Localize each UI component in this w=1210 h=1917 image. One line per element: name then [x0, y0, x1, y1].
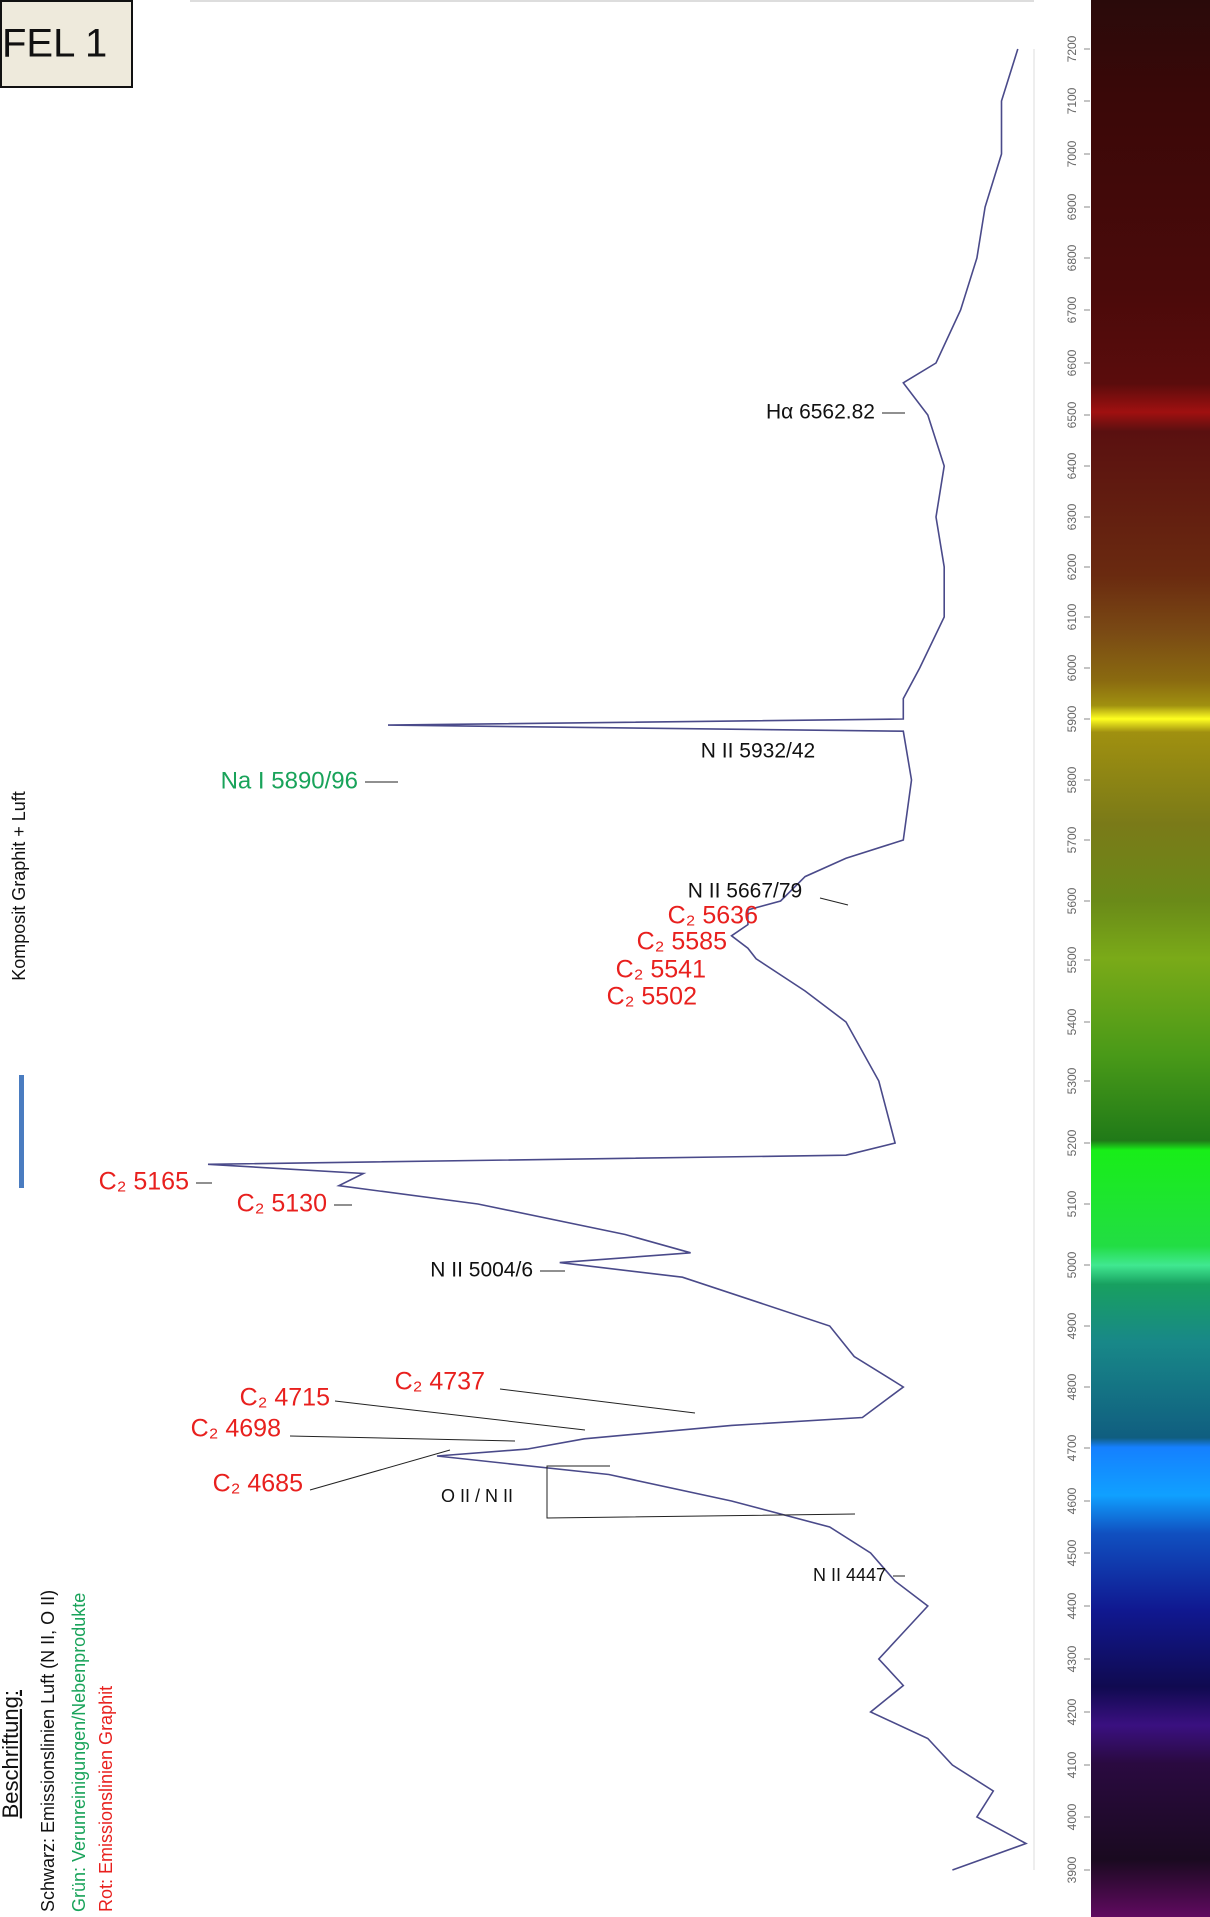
- marker-bar: [19, 1075, 24, 1188]
- tick-label: 4600: [1065, 1487, 1079, 1514]
- legend-note: Schwarz: Emissionslinien Luft (N II, O I…: [38, 1590, 58, 1912]
- tick-label: 3900: [1065, 1856, 1079, 1883]
- tick-label: 5800: [1065, 766, 1079, 793]
- annotation: C₂ 5636: [668, 902, 758, 930]
- tick-label: 6500: [1065, 401, 1079, 428]
- tick-label: 6200: [1065, 553, 1079, 580]
- tick-label: 5700: [1065, 826, 1079, 853]
- tick-label: 4000: [1065, 1803, 1079, 1830]
- legend-note: Grün: Verunreinigungen/Nebenprodukte: [69, 1593, 89, 1912]
- annotation: C₂ 5165: [99, 1168, 189, 1196]
- page: FEL 1 Komposit Graphit + Luft Beschriftu…: [0, 0, 1210, 1917]
- annotation: O II / N II: [441, 1486, 513, 1506]
- annotation: Na I 5890/96: [221, 767, 358, 794]
- leader-line: [335, 1401, 585, 1430]
- tick-label: 6600: [1065, 349, 1079, 376]
- annotation: Hα 6562.82: [766, 401, 875, 424]
- annotation: C₂ 4685: [213, 1470, 303, 1498]
- leader-line: [820, 898, 848, 905]
- tick-label: 5500: [1065, 946, 1079, 973]
- annotation: N II 5004/6: [430, 1259, 533, 1282]
- tick-label: 6300: [1065, 503, 1079, 530]
- tick-label: 4300: [1065, 1645, 1079, 1672]
- subtitle: Komposit Graphit + Luft: [9, 791, 29, 981]
- annotation: C₂ 5502: [607, 983, 697, 1011]
- tick-label: 4900: [1065, 1312, 1079, 1339]
- leader-line: [547, 1466, 855, 1518]
- tick-label: 6000: [1065, 654, 1079, 681]
- tick-label: 5100: [1065, 1190, 1079, 1217]
- tick-label: 5000: [1065, 1251, 1079, 1278]
- tick-label: 6100: [1065, 603, 1079, 630]
- annotation: C₂ 5130: [237, 1190, 327, 1218]
- annotation: N II 4447: [813, 1565, 886, 1585]
- tick-label: 4500: [1065, 1539, 1079, 1566]
- tick-label: 7000: [1065, 140, 1079, 167]
- tick-label: 5200: [1065, 1129, 1079, 1156]
- annotation: C₂ 5541: [616, 956, 706, 984]
- legend-note: Rot: Emissionslinien Graphit: [96, 1686, 116, 1912]
- chart: FEL 1 Komposit Graphit + Luft Beschriftu…: [0, 0, 1210, 1917]
- tick-label: 6700: [1065, 296, 1079, 323]
- annotation: C₂ 4698: [191, 1415, 281, 1443]
- annotation: N II 5932/42: [701, 740, 815, 763]
- tick-label: 5300: [1065, 1067, 1079, 1094]
- leader-line: [310, 1450, 450, 1490]
- tick-label: 4800: [1065, 1373, 1079, 1400]
- tick-label: 4100: [1065, 1751, 1079, 1778]
- annotation: C₂ 4737: [395, 1368, 485, 1396]
- annotation: C₂ 4715: [240, 1384, 330, 1412]
- tick-label: 5600: [1065, 887, 1079, 914]
- tick-label: 7100: [1065, 87, 1079, 114]
- tick-label: 6800: [1065, 244, 1079, 271]
- spectrum-strip: [1091, 0, 1210, 1917]
- tick-label: 5400: [1065, 1008, 1079, 1035]
- tick-label: 4400: [1065, 1592, 1079, 1619]
- annotation: C₂ 5585: [637, 928, 727, 956]
- tick-label: 6400: [1065, 452, 1079, 479]
- leader-line: [290, 1436, 515, 1441]
- leader-line: [500, 1389, 695, 1413]
- tick-label: 7200: [1065, 35, 1079, 62]
- chart-title: FEL 1: [2, 22, 107, 66]
- annotation: N II 5667/79: [688, 880, 802, 903]
- tick-label: 4200: [1065, 1698, 1079, 1725]
- legend-heading: Beschriftung:: [0, 1690, 23, 1818]
- tick-label: 6900: [1065, 193, 1079, 220]
- tick-label: 5900: [1065, 705, 1079, 732]
- tick-label: 4700: [1065, 1434, 1079, 1461]
